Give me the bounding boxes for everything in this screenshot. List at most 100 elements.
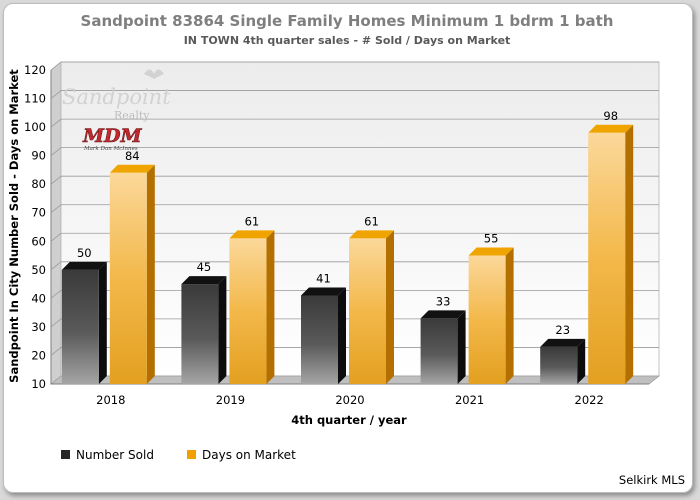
bar-days-on-market-side	[505, 247, 514, 384]
bar-days-on-market-front	[349, 238, 386, 384]
chart-title: Sandpoint 83864 Single Family Homes Mini…	[81, 12, 614, 30]
y-tick-label: 10	[31, 377, 46, 391]
y-tick-label: 30	[31, 320, 46, 334]
bars	[61, 124, 634, 385]
source-note: Selkirk MLS	[619, 473, 685, 487]
gridline-side	[50, 147, 62, 156]
data-label: 98	[603, 109, 618, 123]
bar-days-on-market-front	[109, 172, 147, 384]
data-label: 84	[125, 149, 140, 163]
gridline-side	[50, 61, 62, 71]
bar-days-on-market-side	[386, 230, 394, 384]
brand-script: Sandpoint	[62, 85, 171, 109]
chart-subtitle: IN TOWN 4th quarter sales - # Sold / Day…	[184, 34, 511, 47]
bar-number-sold-top	[61, 261, 107, 270]
x-tick-label: 2019	[216, 393, 245, 407]
bar-days-on-market-top	[109, 164, 155, 173]
chart-canvas: Sandpoint 83864 Single Family Homes Mini…	[7, 12, 685, 487]
bar-number-sold	[540, 338, 586, 384]
bar-number-sold	[181, 276, 227, 384]
bar-number-sold-top	[301, 287, 346, 296]
y-tick-label: 70	[31, 206, 46, 220]
bar-number-sold	[420, 310, 466, 384]
bar-days-on-market-front	[229, 238, 267, 384]
x-tick-label: 2022	[575, 393, 604, 407]
bar-days-on-market	[588, 124, 634, 385]
bar-number-sold-side	[218, 276, 227, 384]
bar-number-sold-side	[338, 287, 346, 384]
gridline-side	[50, 118, 62, 128]
bar-days-on-market-front	[588, 132, 626, 384]
bar-days-on-market-side	[266, 230, 275, 384]
gridline-side	[50, 318, 62, 328]
bar-days-on-market-top	[468, 247, 514, 256]
bar-days-on-market-top	[229, 230, 275, 239]
x-tick-label: 2020	[335, 393, 364, 407]
gridline-side	[50, 90, 62, 99]
bar-number-sold-side	[577, 338, 586, 384]
y-tick-label: 50	[31, 263, 46, 277]
data-label: 23	[555, 323, 570, 337]
y-tick-label: 110	[24, 92, 46, 106]
data-label: 61	[364, 214, 379, 228]
gridline-side	[50, 347, 62, 356]
x-tick-label: 2018	[96, 393, 125, 407]
bar-days-on-market-top	[349, 230, 394, 239]
category-labels: 2018 2019 2020 2021 2022	[96, 393, 604, 407]
bar-number-sold-front	[61, 269, 99, 384]
y-tick-label: 20	[31, 348, 46, 362]
monogram-logo: MDM	[82, 125, 143, 147]
bar-days-on-market	[468, 247, 514, 384]
gridline-side	[50, 261, 62, 271]
bar-number-sold-side	[457, 310, 466, 384]
bar-number-sold-top	[540, 338, 586, 347]
brand-sub: Realty	[114, 109, 150, 122]
bar-number-sold-front	[420, 318, 458, 384]
bird-icon	[144, 69, 164, 79]
bar-days-on-market	[109, 164, 155, 384]
y-tick-labels: 120 110 100 90 80 70 60 50 40 30 20 10	[24, 63, 46, 391]
data-label: 45	[197, 260, 212, 274]
gridline-side	[50, 204, 62, 214]
legend-swatch-days-on-market	[187, 450, 196, 459]
data-label: 41	[316, 272, 331, 286]
bar-number-sold	[61, 261, 107, 384]
y-tick-label: 80	[31, 177, 46, 191]
y-tick-label: 90	[31, 149, 46, 163]
data-label: 50	[77, 246, 92, 260]
bar-number-sold-front	[540, 346, 578, 384]
side-wall	[50, 61, 62, 385]
x-axis-label: 4th quarter / year	[291, 413, 407, 427]
data-label: 61	[245, 214, 260, 228]
y-tick-label: 120	[24, 63, 46, 77]
bar-number-sold-front	[301, 295, 338, 384]
y-tick-label: 40	[31, 291, 46, 305]
gridline-side	[50, 175, 62, 185]
watermark-logo: Sandpoint Realty MDM Mark Dan McInnes	[62, 69, 171, 152]
data-label: 33	[436, 294, 451, 308]
bar-days-on-market-front	[468, 255, 506, 384]
bar-number-sold	[301, 287, 346, 384]
bar-days-on-market-side	[146, 164, 155, 384]
y-axis-label: Sandpoint In City Number Sold - Days on …	[7, 69, 21, 383]
data-labels: 50 84 45 61 41 61 33 55 23 98	[77, 109, 618, 337]
chart-frame: Sandpoint 83864 Single Family Homes Mini…	[3, 3, 693, 493]
gridline-side	[50, 290, 62, 299]
bar-days-on-market-side	[625, 124, 634, 385]
legend: Number Sold Days on Market	[61, 448, 296, 462]
legend-swatch-number-sold	[61, 450, 70, 459]
bar-days-on-market	[229, 230, 275, 384]
legend-label-days-on-market: Days on Market	[202, 448, 296, 462]
signature-text: Mark Dan McInnes	[83, 146, 138, 152]
x-tick-label: 2021	[455, 393, 484, 407]
y-tick-label: 60	[31, 234, 46, 248]
legend-label-number-sold: Number Sold	[76, 448, 154, 462]
bar-number-sold-top	[420, 310, 466, 319]
bar-days-on-market	[349, 230, 394, 384]
data-label: 55	[484, 232, 499, 246]
y-tick-label: 100	[24, 120, 46, 134]
bar-days-on-market-top	[588, 124, 634, 133]
bar-number-sold-top	[181, 276, 227, 285]
bar-number-sold-side	[98, 261, 107, 384]
bar-number-sold-front	[181, 284, 219, 384]
